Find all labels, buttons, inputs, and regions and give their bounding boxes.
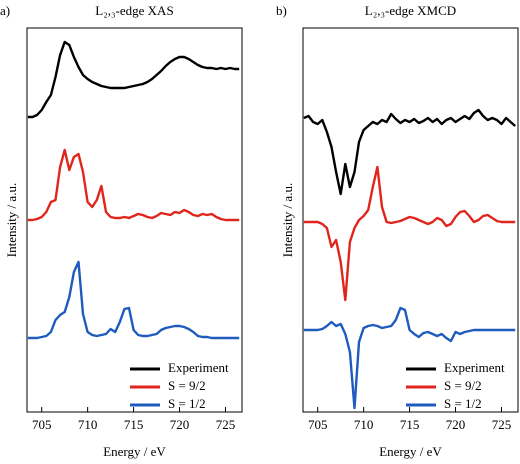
x-tick-label: 715 <box>400 417 420 432</box>
legend-label: S = 1/2 <box>168 396 206 411</box>
x-tick-label: 720 <box>446 417 466 432</box>
x-axis-label: Energy / eV <box>379 444 442 459</box>
plot-frame <box>26 27 243 413</box>
x-tick-label: 725 <box>216 417 236 432</box>
spectrum-line <box>303 108 516 196</box>
x-tick-label: 720 <box>170 417 190 432</box>
x-tick-label: 705 <box>308 417 328 432</box>
spectrum-line <box>27 40 240 119</box>
plot-frame <box>302 27 519 413</box>
panel-label: a) <box>0 3 10 18</box>
legend-label: Experiment <box>444 360 505 375</box>
legend-label: S = 1/2 <box>444 396 482 411</box>
spectrum-line <box>27 260 240 340</box>
legend-label: S = 9/2 <box>168 378 206 393</box>
x-axis-label: Energy / eV <box>103 444 166 459</box>
spectrum-line <box>303 306 516 410</box>
x-tick-label: 715 <box>124 417 144 432</box>
chart-title: L₂,₃-edge XAS <box>95 3 173 18</box>
x-tick-label: 710 <box>354 417 374 432</box>
x-tick-label: 725 <box>492 417 512 432</box>
x-tick-label: 705 <box>32 417 52 432</box>
chart-title: L₂,₃-edge XMCD <box>365 3 456 18</box>
legend-label: S = 9/2 <box>444 378 482 393</box>
panel-label: b) <box>276 3 287 18</box>
spectrum-line <box>303 165 516 302</box>
y-axis-label: Intensity / a.u. <box>4 183 19 257</box>
y-axis-label: Intensity / a.u. <box>280 183 295 257</box>
legend-label: Experiment <box>168 360 229 375</box>
x-tick-label: 710 <box>78 417 98 432</box>
spectrum-line <box>27 148 240 222</box>
